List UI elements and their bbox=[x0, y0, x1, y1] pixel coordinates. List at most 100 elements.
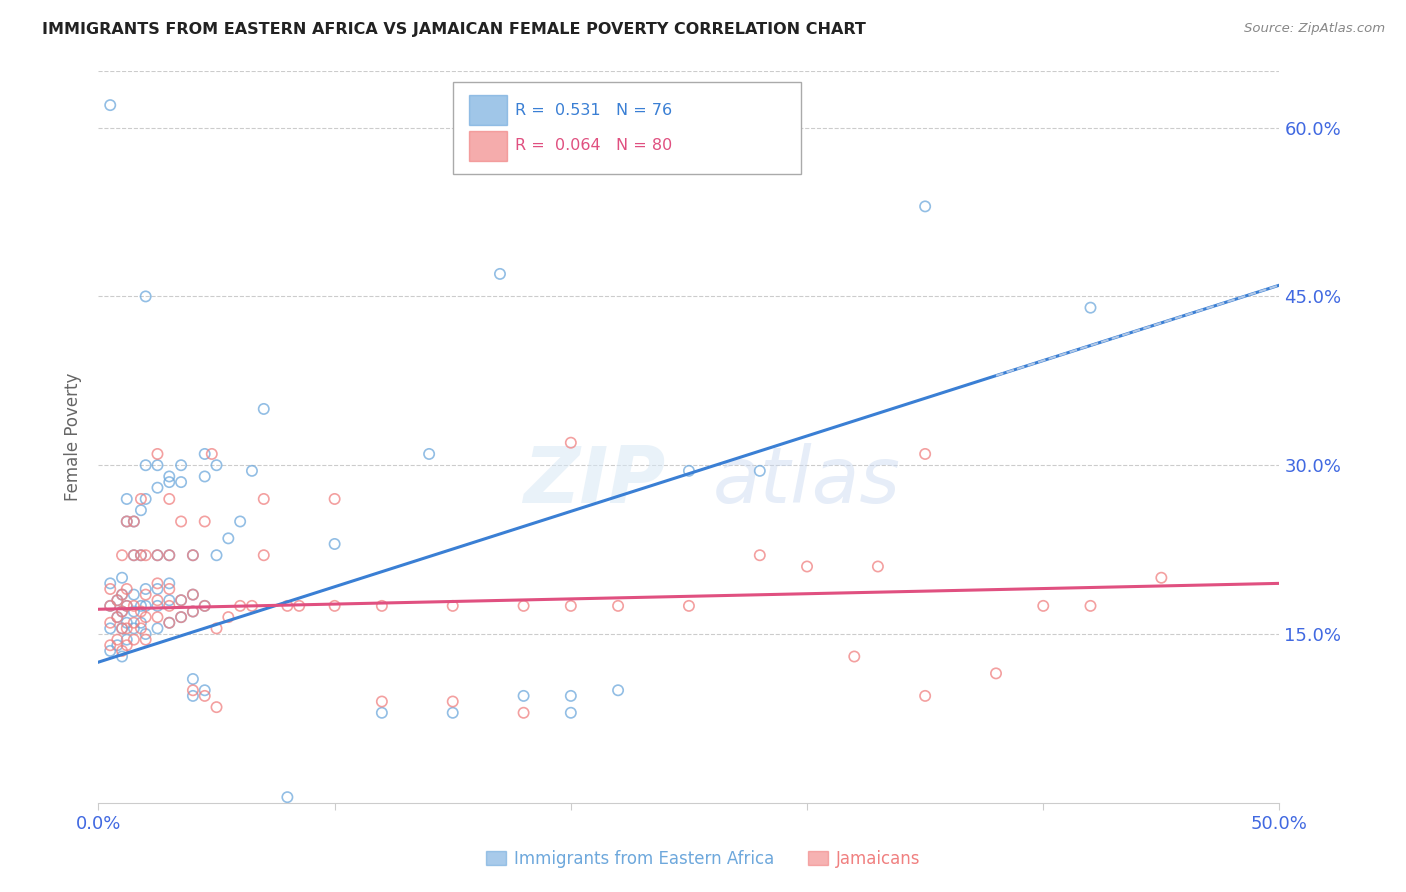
Point bbox=[129, 491, 152, 506]
Point bbox=[866, 559, 889, 574]
Point bbox=[111, 605, 134, 619]
Point bbox=[115, 582, 138, 596]
Point bbox=[115, 515, 138, 529]
Point bbox=[1080, 599, 1102, 613]
Point bbox=[105, 632, 128, 647]
Point bbox=[115, 615, 138, 630]
Point bbox=[607, 683, 630, 698]
Point bbox=[984, 666, 1007, 681]
Point bbox=[796, 559, 818, 574]
Point bbox=[129, 615, 152, 630]
Point bbox=[105, 610, 128, 624]
Point bbox=[98, 576, 121, 591]
Point bbox=[914, 689, 936, 703]
Text: IMMIGRANTS FROM EASTERN AFRICA VS JAMAICAN FEMALE POVERTY CORRELATION CHART: IMMIGRANTS FROM EASTERN AFRICA VS JAMAIC… bbox=[42, 22, 866, 37]
Point bbox=[205, 621, 228, 635]
Point bbox=[170, 458, 193, 473]
Point bbox=[181, 605, 204, 619]
Point bbox=[135, 458, 157, 473]
Point bbox=[129, 599, 152, 613]
Point bbox=[98, 638, 121, 652]
Point bbox=[98, 599, 121, 613]
Point bbox=[122, 515, 145, 529]
Point bbox=[157, 469, 180, 483]
Point bbox=[105, 593, 128, 607]
Point bbox=[146, 593, 169, 607]
Point bbox=[115, 599, 138, 613]
Point bbox=[170, 593, 193, 607]
Point bbox=[1150, 571, 1173, 585]
Point bbox=[194, 689, 217, 703]
Point bbox=[170, 475, 193, 489]
Point bbox=[115, 491, 138, 506]
Point bbox=[157, 475, 180, 489]
Point bbox=[181, 548, 204, 562]
Point bbox=[560, 706, 582, 720]
Point bbox=[418, 447, 440, 461]
Point bbox=[170, 610, 193, 624]
Point bbox=[157, 548, 180, 562]
Point bbox=[205, 458, 228, 473]
Text: ZIP: ZIP bbox=[523, 443, 665, 519]
Point bbox=[146, 576, 169, 591]
Text: Source: ZipAtlas.com: Source: ZipAtlas.com bbox=[1244, 22, 1385, 36]
Point bbox=[98, 644, 121, 658]
Point bbox=[146, 458, 169, 473]
Point bbox=[105, 638, 128, 652]
Point bbox=[288, 599, 311, 613]
Point bbox=[253, 491, 276, 506]
Point bbox=[111, 588, 134, 602]
Point bbox=[489, 267, 512, 281]
Point bbox=[146, 548, 169, 562]
Point bbox=[194, 515, 217, 529]
Point bbox=[512, 599, 534, 613]
Point bbox=[111, 548, 134, 562]
Point bbox=[135, 588, 157, 602]
Point bbox=[157, 593, 180, 607]
Point bbox=[157, 576, 180, 591]
Point bbox=[194, 469, 217, 483]
Point bbox=[122, 621, 145, 635]
Point bbox=[111, 644, 134, 658]
Point bbox=[441, 694, 464, 708]
Point bbox=[98, 582, 121, 596]
Point bbox=[105, 593, 128, 607]
Point bbox=[748, 548, 770, 562]
Point bbox=[98, 599, 121, 613]
Point bbox=[194, 599, 217, 613]
Point bbox=[844, 649, 866, 664]
Point bbox=[170, 515, 193, 529]
Point bbox=[678, 464, 700, 478]
Point bbox=[135, 582, 157, 596]
Point bbox=[122, 548, 145, 562]
Point bbox=[146, 610, 169, 624]
Point bbox=[323, 491, 346, 506]
Point bbox=[181, 548, 204, 562]
Point bbox=[115, 638, 138, 652]
Point bbox=[157, 491, 180, 506]
Point bbox=[253, 548, 276, 562]
Point bbox=[146, 548, 169, 562]
Point bbox=[276, 599, 298, 613]
Point bbox=[229, 599, 252, 613]
Point bbox=[135, 627, 157, 641]
Point bbox=[441, 599, 464, 613]
Point bbox=[135, 599, 157, 613]
Point bbox=[129, 605, 152, 619]
Point bbox=[146, 447, 169, 461]
Point bbox=[240, 599, 263, 613]
Point bbox=[111, 605, 134, 619]
Point bbox=[560, 435, 582, 450]
Point bbox=[170, 593, 193, 607]
Point bbox=[157, 548, 180, 562]
Point bbox=[914, 199, 936, 213]
Point bbox=[607, 599, 630, 613]
Point bbox=[111, 571, 134, 585]
Point bbox=[560, 689, 582, 703]
Point bbox=[229, 515, 252, 529]
Point bbox=[115, 599, 138, 613]
Point bbox=[240, 464, 263, 478]
Point bbox=[129, 548, 152, 562]
Point bbox=[111, 588, 134, 602]
Point bbox=[146, 621, 169, 635]
